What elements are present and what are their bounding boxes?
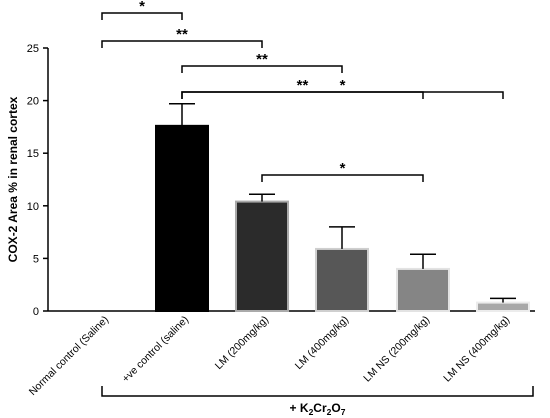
- y-tick-label: 15: [27, 148, 39, 160]
- significance-bracket: [101, 12, 183, 20]
- significance-bracket: [181, 91, 504, 99]
- y-tick-label: 10: [27, 201, 39, 213]
- bar: [155, 124, 209, 312]
- significance-label: *: [139, 0, 145, 15]
- bar: [396, 267, 450, 313]
- x-tick-labels: Normal control (Saline) +ve control (sali…: [27, 314, 512, 398]
- bar: [235, 200, 289, 312]
- significance-brackets: ******* **: [101, 0, 504, 182]
- group-bracket-label: + K2Cr2O7: [290, 401, 346, 417]
- error-bars: [169, 103, 516, 303]
- significance-bracket: [261, 174, 424, 182]
- x-tick-label: +ve control (saline): [120, 314, 191, 385]
- significance-label: **: [256, 51, 268, 68]
- x-tick-label: Normal control (Saline): [27, 314, 111, 398]
- x-tick-label: LM (200mg/kg): [213, 314, 271, 372]
- significance-label: **: [176, 26, 188, 43]
- x-tick-label: LM NS (400mg/kg): [441, 314, 512, 385]
- x-tick-label: LM (400mg/kg): [293, 314, 351, 372]
- y-tick-label: 5: [33, 253, 39, 265]
- x-tick-label: LM NS (200mg/kg): [361, 314, 432, 385]
- significance-label: **: [297, 77, 309, 94]
- y-tick-label: 25: [27, 43, 39, 55]
- significance-label: *: [340, 160, 346, 177]
- y-tick-label: 0: [33, 306, 39, 318]
- treatment-group-bracket: + K2Cr2O7: [101, 386, 534, 417]
- bars: [155, 124, 530, 313]
- y-axis: 0 5 10 15 20 25: [27, 43, 49, 318]
- significance-label: *: [340, 77, 346, 94]
- bar: [476, 301, 530, 313]
- bar: [315, 247, 369, 313]
- significance-bracket: [181, 65, 343, 73]
- y-tick-label: 20: [27, 96, 39, 108]
- significance-bracket: [101, 40, 263, 48]
- y-axis-label: COX-2 Area % in renal cortex: [6, 96, 20, 262]
